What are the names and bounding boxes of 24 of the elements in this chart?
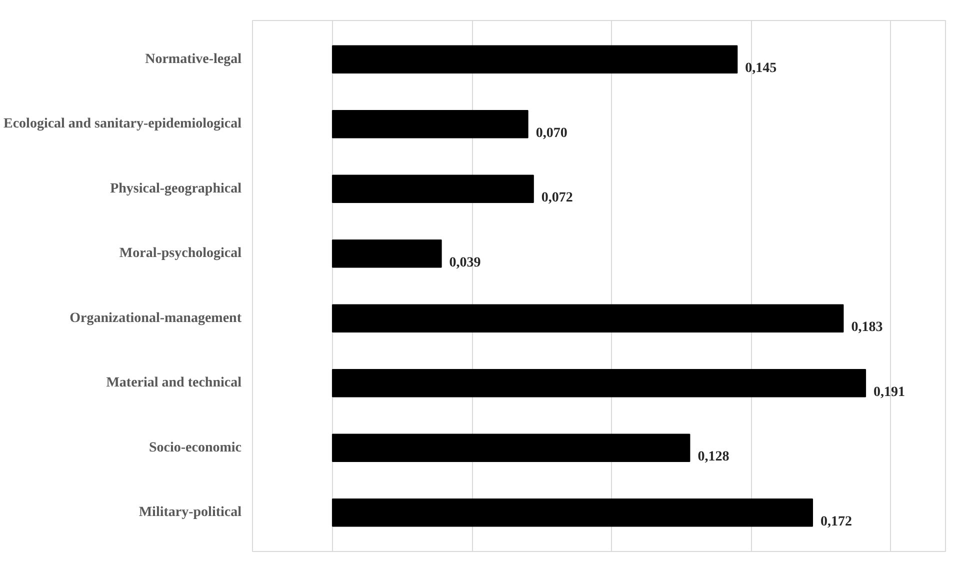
y-tick-label: Physical-geographical (110, 181, 242, 196)
bar (332, 369, 866, 398)
bar (332, 434, 690, 462)
y-tick-label: Socio-economic (148, 440, 242, 456)
data-label: 0,183 (851, 320, 883, 336)
bar (332, 304, 844, 332)
bar (332, 45, 738, 74)
y-tick-label: Moral-psychological (119, 246, 242, 262)
data-label: 0,070 (536, 126, 568, 141)
y-tick-label: Normative-legal (145, 52, 242, 67)
bar (332, 110, 528, 138)
y-tick-label: Material and technical (106, 376, 242, 391)
data-label: 0,039 (449, 255, 481, 270)
bar (332, 498, 814, 527)
data-label: 0,145 (745, 61, 777, 76)
data-label: 0,191 (874, 384, 906, 400)
bar (332, 174, 534, 203)
y-tick-label: Ecological and sanitary-epidemiological (4, 116, 242, 132)
y-tick-label: Organizational-management (70, 310, 242, 326)
data-label: 0,128 (698, 450, 730, 465)
data-label: 0,172 (820, 514, 852, 530)
bar (332, 240, 442, 268)
y-tick-label: Military-political (138, 505, 242, 520)
data-label: 0,072 (541, 190, 573, 206)
